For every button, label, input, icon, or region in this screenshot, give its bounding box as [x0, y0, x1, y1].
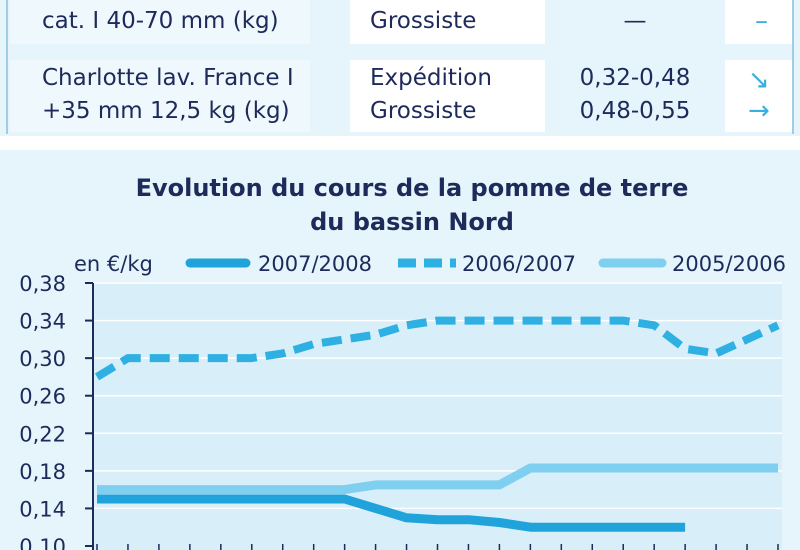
row2-product-line2: +35 mm 12,5 kg (kg) — [42, 98, 290, 124]
row2-trend-right-icon: → — [748, 96, 770, 126]
row1-price-bg — [550, 0, 720, 44]
row2-product-line1: Charlotte lav. France I — [42, 65, 294, 91]
plot-area — [93, 283, 782, 550]
row2-stage-bg — [350, 60, 545, 132]
row2-price-line2: 0,48-0,55 — [579, 98, 691, 124]
price-chart: Evolution du cours de la pomme de terre … — [19, 174, 786, 550]
y-tick-label: 0,18 — [19, 460, 66, 484]
chart-title-line1: Evolution du cours de la pomme de terre — [136, 174, 689, 202]
row2-product-bg — [10, 60, 310, 132]
y-ticks: 0,10 0,14 0,18 0,22 0,26 0,30 0,34 0,38 — [19, 272, 93, 550]
chart-title-line2: du bassin Nord — [310, 208, 514, 236]
legend-label-2006-2007: 2006/2007 — [462, 252, 576, 276]
table-right-border — [792, 0, 794, 134]
series-line-2005-2006 — [97, 463, 778, 495]
row2-price-line1: 0,32-0,48 — [579, 65, 691, 91]
y-tick-label: 0,26 — [19, 385, 66, 409]
y-tick-label: 0,14 — [19, 497, 66, 521]
row2-price-bg — [550, 60, 720, 132]
axes — [92, 283, 779, 550]
price-table: cat. I 40-70 mm (kg) Grossiste — – Charl… — [0, 0, 800, 136]
y-tick-label: 0,10 — [19, 535, 66, 550]
row2-trend-bg — [725, 60, 792, 132]
row2-stage-line1: Expédition — [370, 65, 492, 91]
table-left-border — [6, 0, 8, 134]
legend: 2007/2008 2006/2007 2005/2006 — [185, 252, 786, 276]
chart-panel: Evolution du cours de la pomme de terre … — [0, 150, 800, 550]
legend-label-2007-2008: 2007/2008 — [258, 252, 372, 276]
row1-product-bg — [10, 0, 310, 44]
y-tick-label: 0,34 — [19, 310, 66, 334]
legend-label-2005-2006: 2005/2006 — [672, 252, 786, 276]
row2-stage-line2: Grossiste — [370, 98, 477, 124]
y-tick-label: 0,30 — [19, 347, 66, 371]
row1-trend-stable-icon: – — [755, 6, 768, 36]
series-line-2007-2008 — [97, 494, 686, 532]
y-tick-label: 0,22 — [19, 422, 66, 446]
row2-trend-down-icon: ↘ — [748, 65, 770, 95]
row1-stage-line2: Grossiste — [370, 8, 477, 34]
row1-trend-bg — [725, 0, 792, 44]
plot-background — [93, 283, 782, 550]
series-line-2006-2007 — [94, 316, 780, 381]
series-lines — [94, 316, 780, 532]
row1-stage-bg — [350, 0, 545, 44]
row1-price-line2: — — [623, 8, 647, 34]
row1-product-line2: cat. I 40-70 mm (kg) — [42, 8, 279, 34]
y-axis-label: en €/kg — [74, 252, 153, 276]
y-tick-label: 0,38 — [19, 272, 66, 296]
